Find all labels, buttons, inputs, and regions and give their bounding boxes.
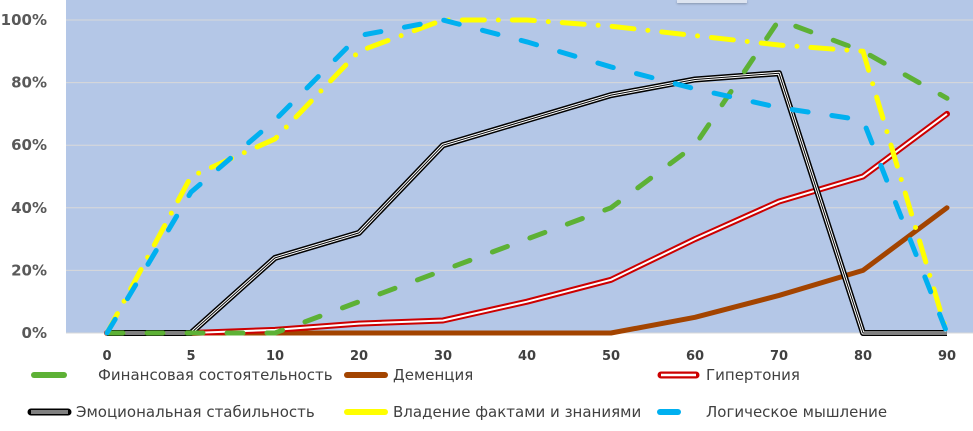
y-tick-label: 40% bbox=[11, 199, 47, 217]
x-tick-label: 90 bbox=[938, 349, 956, 364]
green-dash-swatch-icon bbox=[31, 372, 67, 378]
y-axis-ticks: 0% 20% 40% 60% 80% 100% bbox=[1, 11, 47, 342]
x-tick-label: 20 bbox=[350, 349, 368, 364]
legend-label: Логическое мышление bbox=[706, 403, 888, 421]
series-line[interactable] bbox=[104, 17, 950, 336]
legend-item-dementia[interactable]: Деменция bbox=[343, 366, 473, 384]
chart-title-placeholder[interactable] bbox=[677, 0, 747, 3]
x-axis-ticks: 0 5 10 20 30 40 50 60 70 80 90 bbox=[102, 349, 956, 364]
y-tick-label: 60% bbox=[11, 136, 47, 154]
x-tick-label: 40 bbox=[518, 349, 536, 364]
blue-dash-swatch-icon bbox=[657, 409, 681, 415]
legend-item-financial[interactable]: Финансовая состоятельность bbox=[30, 366, 333, 384]
legend-item-emotional[interactable]: Эмоциональная стабильность bbox=[26, 403, 315, 421]
series-lines bbox=[104, 17, 950, 336]
legend-label: Эмоциональная стабильность bbox=[76, 403, 315, 421]
y-tick-label: 80% bbox=[11, 74, 47, 92]
y-tick-label: 0% bbox=[22, 324, 47, 342]
legend-label: Владение фактами и знаниями bbox=[393, 403, 642, 421]
x-tick-label: 5 bbox=[186, 349, 195, 364]
series-line[interactable] bbox=[104, 17, 950, 336]
legend-label: Финансовая состоятельность bbox=[98, 366, 333, 384]
black-triple-line-swatch-icon bbox=[27, 408, 72, 416]
yellow-line-swatch-icon bbox=[344, 409, 388, 415]
x-tick-label: 10 bbox=[266, 349, 284, 364]
x-tick-label: 60 bbox=[686, 349, 704, 364]
legend-item-logic[interactable]: Логическое мышление bbox=[656, 403, 887, 421]
x-tick-label: 30 bbox=[434, 349, 452, 364]
x-tick-label: 80 bbox=[854, 349, 872, 364]
y-tick-label: 100% bbox=[1, 11, 47, 29]
legend-label: Деменция bbox=[393, 366, 474, 384]
x-tick-label: 50 bbox=[602, 349, 620, 364]
series-line[interactable] bbox=[104, 110, 950, 336]
x-tick-label: 70 bbox=[770, 349, 788, 364]
x-tick-label: 0 bbox=[102, 349, 111, 364]
red-double-line-swatch-icon bbox=[657, 371, 700, 379]
legend-item-facts[interactable]: Владение фактами и знаниями bbox=[343, 403, 641, 421]
series-line[interactable] bbox=[107, 70, 947, 336]
legend-label: Гипертония bbox=[706, 366, 800, 384]
plot-area bbox=[66, 0, 973, 333]
y-tick-label: 20% bbox=[11, 261, 47, 279]
brown-line-swatch-icon bbox=[344, 372, 388, 378]
series-line[interactable] bbox=[104, 17, 950, 336]
legend-item-hypertension[interactable]: Гипертония bbox=[656, 366, 800, 384]
